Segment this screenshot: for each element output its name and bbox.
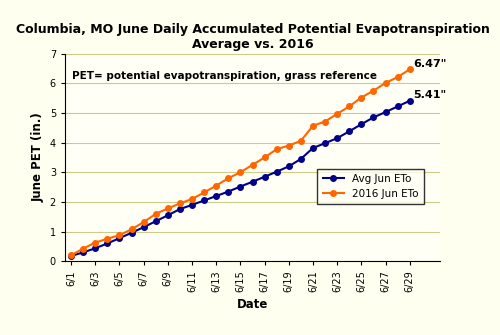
Line: 2016 Jun ETo: 2016 Jun ETo xyxy=(68,67,412,258)
Avg Jun ETo xyxy=(116,236,122,240)
2016 Jun ETo xyxy=(238,170,244,174)
Avg Jun ETo xyxy=(201,198,207,202)
Legend: Avg Jun ETo, 2016 Jun ETo: Avg Jun ETo, 2016 Jun ETo xyxy=(318,169,424,204)
2016 Jun ETo xyxy=(358,95,364,99)
Avg Jun ETo xyxy=(262,175,268,179)
Avg Jun ETo xyxy=(80,250,86,254)
2016 Jun ETo xyxy=(407,67,413,71)
Avg Jun ETo xyxy=(310,146,316,150)
Y-axis label: June PET (in.): June PET (in.) xyxy=(31,113,44,202)
2016 Jun ETo xyxy=(394,75,400,79)
2016 Jun ETo xyxy=(213,184,219,188)
Avg Jun ETo xyxy=(189,203,195,207)
Avg Jun ETo xyxy=(274,170,280,174)
Avg Jun ETo xyxy=(68,254,74,258)
2016 Jun ETo xyxy=(334,112,340,116)
Avg Jun ETo xyxy=(128,231,134,235)
Avg Jun ETo xyxy=(238,185,244,189)
2016 Jun ETo xyxy=(262,155,268,159)
Text: PET= potential evapotranspiration, grass reference: PET= potential evapotranspiration, grass… xyxy=(72,71,378,80)
2016 Jun ETo xyxy=(165,206,171,210)
2016 Jun ETo xyxy=(68,253,74,257)
Avg Jun ETo xyxy=(140,225,146,229)
2016 Jun ETo xyxy=(128,227,134,231)
Avg Jun ETo xyxy=(382,110,388,114)
Avg Jun ETo xyxy=(298,157,304,161)
2016 Jun ETo xyxy=(152,212,158,216)
Avg Jun ETo xyxy=(213,194,219,198)
2016 Jun ETo xyxy=(370,89,376,93)
Avg Jun ETo xyxy=(346,129,352,133)
2016 Jun ETo xyxy=(177,201,183,205)
Avg Jun ETo xyxy=(104,242,110,246)
2016 Jun ETo xyxy=(104,237,110,241)
Avg Jun ETo xyxy=(92,246,98,250)
2016 Jun ETo xyxy=(201,191,207,195)
Avg Jun ETo xyxy=(152,219,158,223)
Avg Jun ETo xyxy=(370,115,376,119)
2016 Jun ETo xyxy=(310,124,316,128)
2016 Jun ETo xyxy=(226,176,232,180)
Line: Avg Jun ETo: Avg Jun ETo xyxy=(68,98,412,259)
2016 Jun ETo xyxy=(346,105,352,109)
Avg Jun ETo xyxy=(334,136,340,140)
2016 Jun ETo xyxy=(80,247,86,251)
2016 Jun ETo xyxy=(116,233,122,237)
2016 Jun ETo xyxy=(298,139,304,143)
Text: 6.47": 6.47" xyxy=(414,59,447,69)
2016 Jun ETo xyxy=(250,163,256,167)
2016 Jun ETo xyxy=(140,220,146,224)
Avg Jun ETo xyxy=(250,180,256,184)
Text: 5.41": 5.41" xyxy=(414,90,446,100)
Avg Jun ETo xyxy=(394,105,400,109)
Avg Jun ETo xyxy=(226,190,232,194)
2016 Jun ETo xyxy=(382,81,388,85)
2016 Jun ETo xyxy=(92,241,98,245)
2016 Jun ETo xyxy=(189,197,195,201)
2016 Jun ETo xyxy=(286,144,292,148)
Avg Jun ETo xyxy=(286,164,292,169)
Avg Jun ETo xyxy=(322,141,328,145)
Avg Jun ETo xyxy=(165,213,171,217)
Avg Jun ETo xyxy=(177,207,183,211)
2016 Jun ETo xyxy=(322,120,328,124)
Title: Columbia, MO June Daily Accumulated Potential Evapotranspiration
Average vs. 201: Columbia, MO June Daily Accumulated Pote… xyxy=(16,23,490,51)
X-axis label: Date: Date xyxy=(237,298,268,311)
Avg Jun ETo xyxy=(358,122,364,126)
2016 Jun ETo xyxy=(274,147,280,151)
Avg Jun ETo xyxy=(407,99,413,103)
